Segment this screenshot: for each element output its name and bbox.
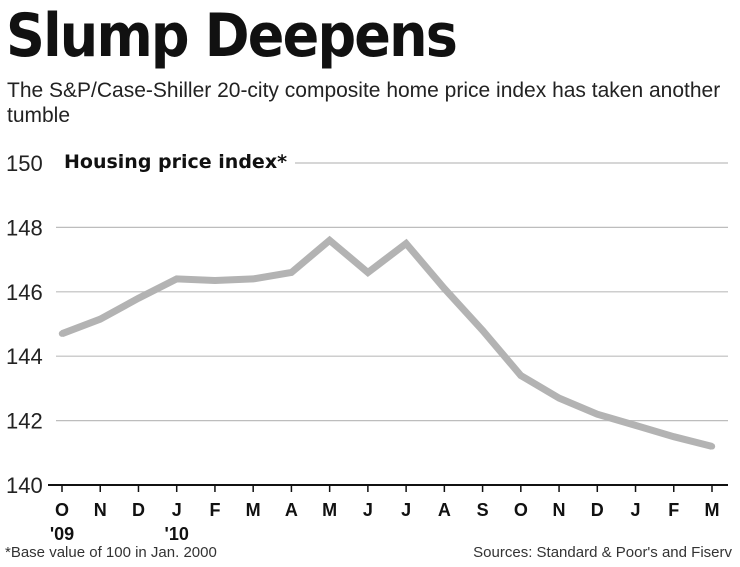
y-tick-label: 150 (6, 151, 43, 176)
x-tick-label: S (477, 500, 489, 520)
x-tick-label: M (246, 500, 261, 520)
source-note: Sources: Standard & Poor's and Fiserv (473, 544, 732, 561)
data-point (517, 372, 525, 379)
x-tick-label: O (514, 500, 528, 520)
grid-lines (56, 162, 728, 422)
data-point (364, 269, 372, 276)
y-tick-label: 144 (6, 344, 43, 369)
x-tick-label: D (132, 500, 145, 520)
x-tick-label: F (209, 500, 220, 520)
data-point (594, 410, 601, 418)
y-tick-label: 140 (6, 473, 43, 498)
x-tick-label: A (285, 500, 298, 520)
chart-subtitle: The S&P/Case-Shiller 20-city composite h… (7, 79, 721, 127)
x-axis: O '09 N D J '10 F M A M J J A S O N D J F M (48, 484, 728, 544)
x-tick-label: F (668, 500, 679, 520)
x-year-label: '10 (165, 524, 189, 544)
x-tick-label: O (55, 500, 69, 520)
x-tick-label: J (363, 500, 373, 520)
series-line (60, 235, 713, 450)
y-axis-label: Housing price index* (64, 151, 287, 173)
y-tick-label: 146 (6, 280, 43, 305)
data-point (135, 295, 142, 302)
x-year-label: '09 (50, 524, 74, 544)
y-tick-label: 142 (6, 409, 43, 434)
x-tick-label: D (591, 500, 604, 520)
data-point (479, 327, 486, 334)
x-tick-label: J (631, 500, 641, 520)
x-tick-label: J (172, 500, 182, 520)
x-tick-label: N (94, 500, 107, 520)
data-point (555, 394, 563, 402)
data-point (288, 269, 295, 276)
x-tick-label: A (438, 500, 451, 520)
x-tick-label: M (705, 500, 720, 520)
x-tick-label: N (553, 500, 566, 520)
data-point (173, 275, 180, 283)
footnote: *Base value of 100 in Jan. 2000 (5, 544, 217, 561)
chart-title: Slump Deepens (6, 1, 458, 71)
data-point (97, 315, 104, 323)
data-point (708, 443, 716, 450)
data-point (441, 285, 448, 292)
data-point (211, 277, 219, 284)
x-tick-label: J (401, 500, 411, 520)
data-point (326, 237, 333, 244)
y-tick-label: 148 (6, 215, 43, 240)
data-point (632, 422, 639, 429)
x-tick-label: M (322, 500, 337, 520)
y-axis-ticks: 140 142 144 146 148 150 (6, 151, 43, 498)
data-point (249, 275, 257, 283)
data-point (58, 330, 66, 337)
series-group (58, 235, 716, 450)
data-point (670, 433, 677, 440)
data-point (402, 240, 410, 247)
